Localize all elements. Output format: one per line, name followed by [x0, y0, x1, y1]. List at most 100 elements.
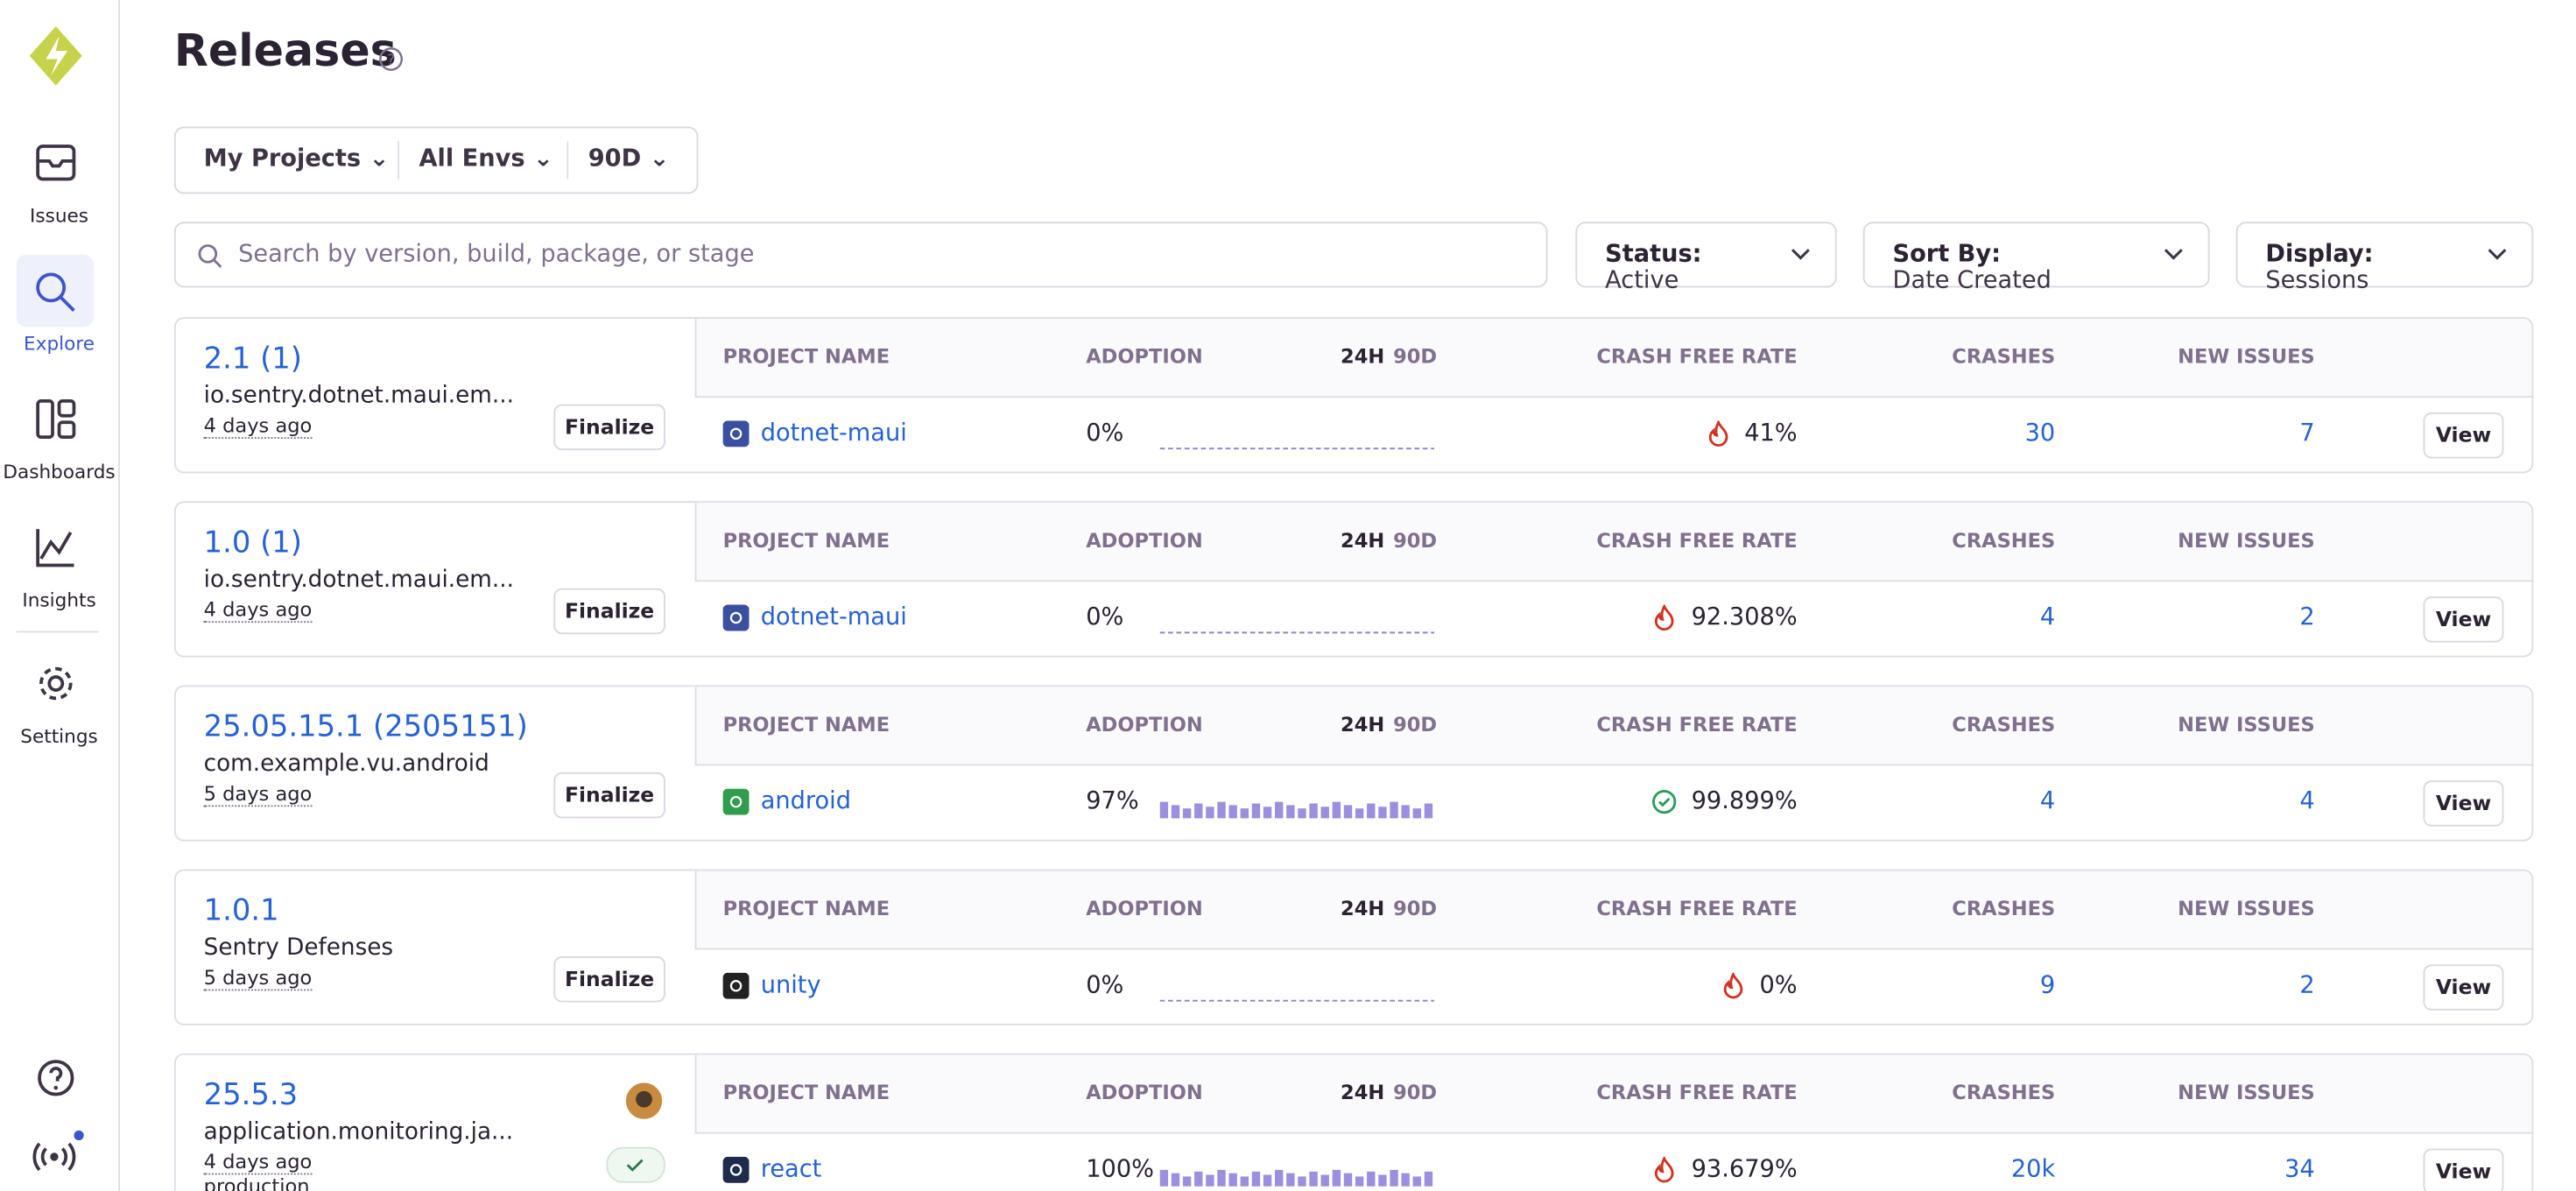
release-age: 4 days ago [204, 598, 313, 623]
view-button[interactable]: View [2424, 780, 2504, 827]
nav-label[interactable]: Issues [0, 204, 118, 227]
new-issues[interactable]: 34 [2284, 1157, 2315, 1183]
crashes[interactable]: 4 [2040, 604, 2055, 631]
release-version[interactable]: 2.1 (1) [204, 342, 302, 376]
logo[interactable] [26, 23, 86, 88]
col-header: NEW ISSUES [2178, 713, 2315, 736]
adoption-sparkline [1160, 431, 1436, 452]
issues-icon[interactable] [34, 141, 77, 184]
view-button[interactable]: View [2424, 596, 2504, 643]
finalized-badge [606, 1147, 665, 1183]
release-card: 25.5.3 application.monitoring.ja... 4 days… [174, 1054, 2533, 1191]
dropdown[interactable]: Status:Active [1575, 222, 1836, 287]
project-name[interactable]: android [761, 789, 851, 815]
period-toggle[interactable]: 90D [1393, 897, 1437, 920]
view-button[interactable]: View [2424, 1149, 2504, 1191]
col-header: NEW ISSUES [2178, 897, 2315, 920]
release-card: 1.0 (1) io.sentry.dotnet.maui.em... 4 days… [174, 501, 2533, 657]
crashes[interactable]: 9 [2040, 973, 2055, 999]
env-filter[interactable]: All Envs ⌄ [419, 146, 553, 173]
col-header: ADOPTION [1086, 529, 1202, 552]
project-icon [723, 604, 750, 631]
period-toggle[interactable]: 24H [1341, 345, 1384, 368]
col-header: NEW ISSUES [2178, 345, 2315, 368]
col-header: CRASHES [1952, 1082, 2055, 1104]
release-package: application.monitoring.ja... [204, 1119, 513, 1145]
release-version[interactable]: 25.05.15.1 (2505151) [204, 710, 528, 744]
view-button[interactable]: View [2424, 964, 2504, 1011]
finalize-button[interactable]: Finalize [553, 956, 665, 1003]
nav-label[interactable]: Explore [0, 332, 118, 355]
project-name[interactable]: react [761, 1157, 822, 1183]
crash-free-rate: 41% [1744, 420, 1797, 447]
release-card: 1.0.1Sentry Defenses5 days agoFinalizePR… [174, 870, 2533, 1025]
help-icon[interactable]: ? [378, 46, 405, 73]
release-meta: 5 days ago [204, 782, 313, 807]
crashes[interactable]: 30 [2025, 420, 2056, 447]
release-package: io.sentry.dotnet.maui.em... [204, 383, 514, 409]
col-header: CRASH FREE RATE [1596, 529, 1797, 552]
dropdown[interactable]: Display:Sessions [2236, 222, 2534, 287]
release-version[interactable]: 25.5.3 [204, 1078, 298, 1112]
project-filter[interactable]: My Projects ⌄ [204, 146, 390, 173]
page-filter-bar: My Projects ⌄ All Envs ⌄ 90D ⌄ [174, 126, 699, 194]
period-toggle[interactable]: 24H [1341, 713, 1384, 736]
search-input[interactable]: Search by version, build, package, or st… [174, 222, 1548, 287]
explore-icon[interactable] [33, 270, 80, 316]
project-icon [723, 973, 750, 999]
nav-label[interactable]: Insights [0, 588, 118, 611]
adoption: 100% [1086, 1157, 1154, 1183]
crashes[interactable]: 20k [2011, 1157, 2055, 1183]
release-age: 4 days ago [204, 1150, 313, 1174]
nav-label[interactable]: Dashboards [0, 460, 118, 483]
period-toggle[interactable]: 90D [1393, 529, 1437, 552]
new-issues[interactable]: 2 [2299, 604, 2314, 631]
filter-label: My Projects [204, 146, 361, 173]
finalize-button[interactable]: Finalize [553, 772, 665, 819]
health-icon [1651, 789, 1678, 815]
dropdown[interactable]: Sort By:Date Created [1863, 222, 2210, 287]
chevron [1789, 246, 1812, 263]
nav-label[interactable]: Settings [0, 724, 118, 747]
dropdown-value: Date Created [1892, 268, 2051, 294]
project-icon [723, 1157, 750, 1183]
dropdown-label: Status: [1605, 242, 1701, 268]
new-issues[interactable]: 2 [2299, 973, 2314, 999]
insights-icon[interactable] [34, 525, 77, 568]
release-version[interactable]: 1.0 (1) [204, 525, 302, 560]
release-age: 5 days ago [204, 966, 313, 990]
view-button[interactable]: View [2424, 412, 2504, 459]
help-icon[interactable] [34, 1056, 77, 1099]
date-filter[interactable]: 90D ⌄ [588, 146, 670, 173]
crashes[interactable]: 4 [2040, 789, 2055, 815]
project-name[interactable]: dotnet-maui [761, 420, 907, 447]
health-icon [1651, 1157, 1678, 1183]
period-toggle[interactable]: 90D [1393, 1082, 1437, 1104]
dropdown-label: Display: [2265, 242, 2373, 268]
finalize-button[interactable]: Finalize [553, 405, 665, 451]
period-toggle[interactable]: 90D [1393, 713, 1437, 736]
period-toggle[interactable]: 24H [1341, 1082, 1384, 1104]
dashboards-icon[interactable] [34, 398, 77, 440]
project-name[interactable]: unity [761, 973, 821, 999]
settings-icon[interactable] [34, 662, 77, 705]
dropdown-label: Sort By: [1892, 242, 2041, 268]
release-meta: 4 days ago [204, 598, 313, 623]
col-header: NEW ISSUES [2178, 529, 2315, 552]
dropdown-value: Sessions [2265, 268, 2382, 294]
finalize-button[interactable]: Finalize [553, 588, 665, 635]
project-name[interactable]: dotnet-maui [761, 604, 907, 631]
period-toggle[interactable]: 90D [1393, 345, 1437, 368]
release-version[interactable]: 1.0.1 [204, 894, 279, 928]
release-package: com.example.vu.android [204, 751, 489, 777]
release-package: io.sentry.dotnet.maui.em... [204, 567, 514, 593]
adoption: 0% [1086, 973, 1123, 999]
period-toggle[interactable]: 24H [1341, 529, 1384, 552]
period-toggle[interactable]: 24H [1341, 897, 1384, 920]
new-issues[interactable]: 7 [2299, 420, 2314, 447]
broadcast-icon[interactable] [33, 1129, 86, 1178]
new-issues[interactable]: 4 [2299, 789, 2314, 815]
health-icon [1651, 604, 1678, 631]
